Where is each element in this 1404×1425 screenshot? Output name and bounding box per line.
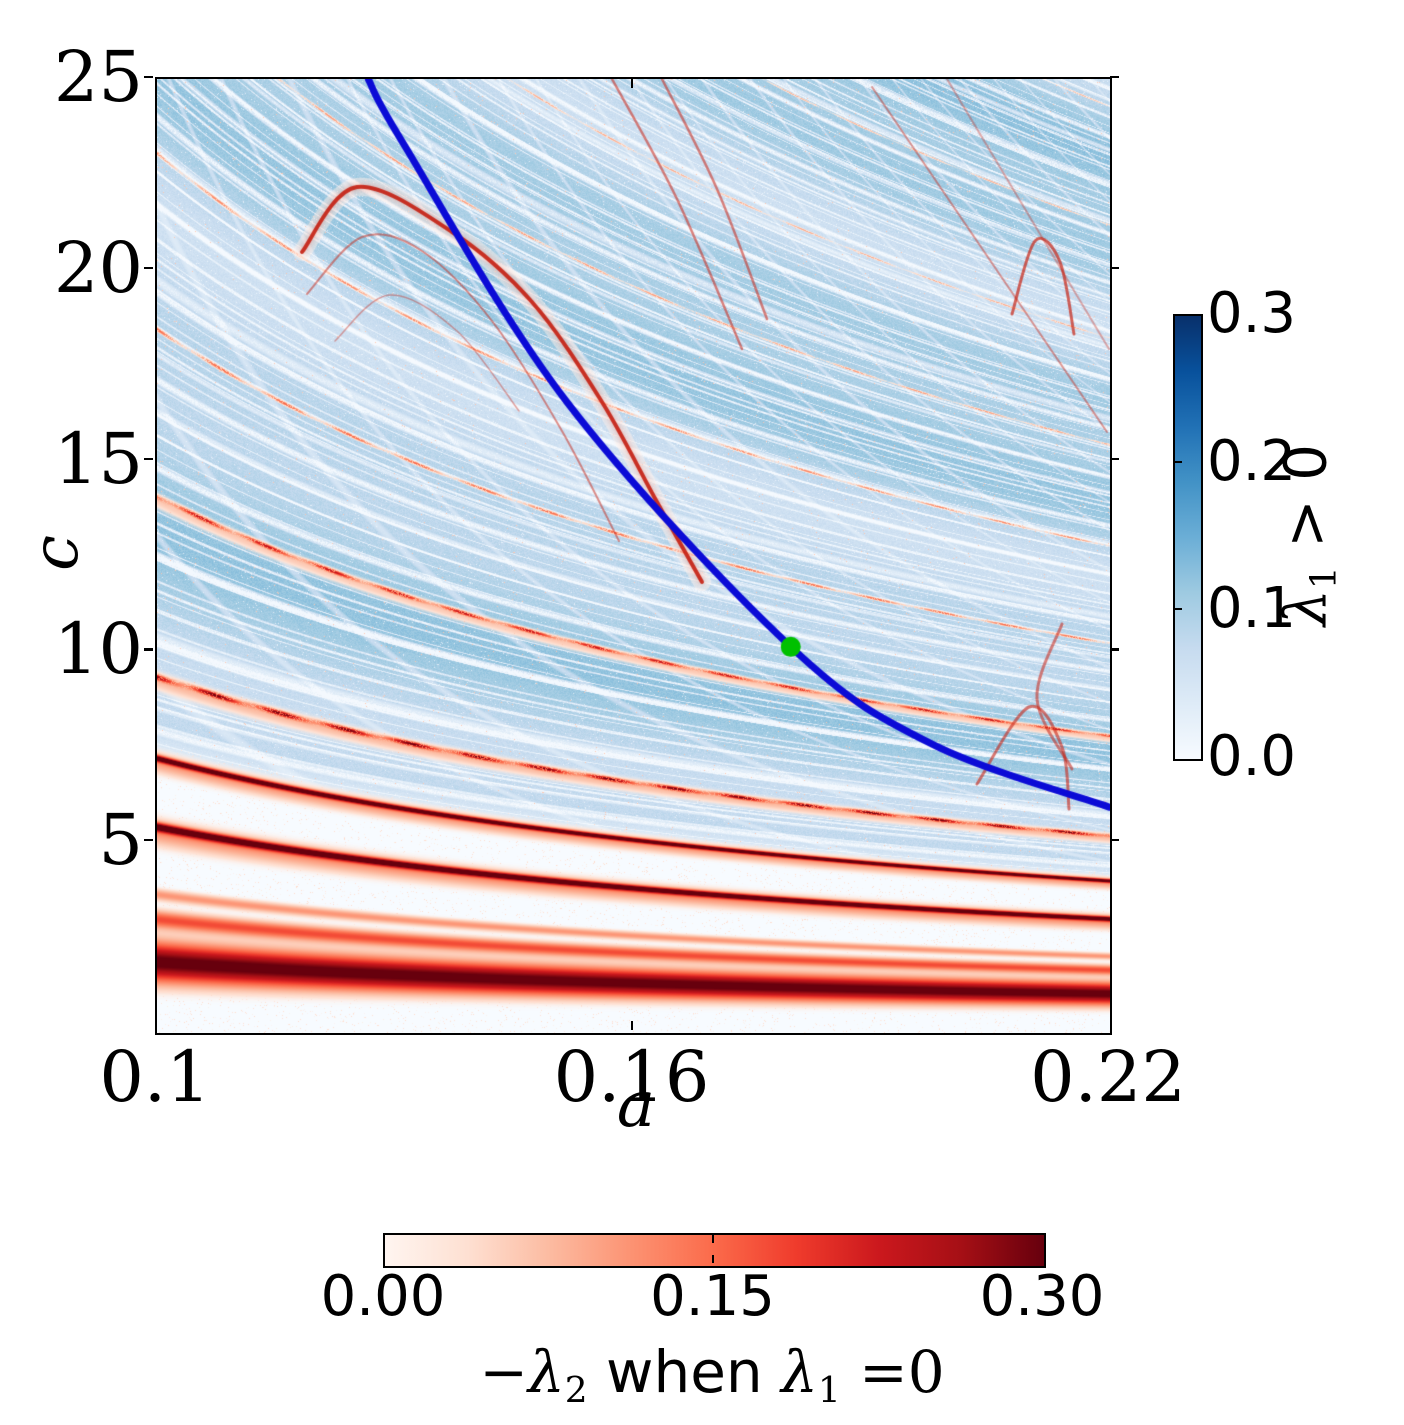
colorbar-lambda1-tick-label: 0.1 <box>1207 576 1297 642</box>
y-tick-mark-right <box>1110 839 1119 842</box>
colorbar-lambda1-tick-label: 0.0 <box>1207 724 1297 789</box>
colorbar-lambda2-label-part: 2 <box>564 1370 588 1412</box>
x-tick-label: 0.1 <box>99 1036 211 1118</box>
colorbar-lambda2-label: −λ2 when λ1 =0 <box>362 1338 1062 1411</box>
y-tick-mark <box>144 839 153 842</box>
y-tick-mark <box>144 76 153 79</box>
colorbar-lambda2-tick-mark <box>711 1255 714 1263</box>
x-axis-label-text: a <box>616 1068 656 1142</box>
colorbar-lambda2-tick-label: 0.00 <box>320 1264 446 1329</box>
colorbar-lambda1-tick-label: 0.3 <box>1207 281 1297 346</box>
y-tick-mark <box>144 457 153 460</box>
x-axis-label: a <box>516 1068 756 1142</box>
x-tick-label: 0.16 <box>553 1036 710 1118</box>
colorbar-lambda1-tick-mark <box>1175 608 1182 611</box>
y-tick-label: 25 <box>53 36 143 118</box>
y-tick-mark-right <box>1110 76 1119 79</box>
colorbar-lambda2-label-part: when <box>587 1338 782 1406</box>
colorbar-lambda2-tick-label: 0.30 <box>979 1264 1105 1329</box>
colorbar-lambda1-label-part: 1 <box>1303 566 1345 590</box>
y-tick-mark-right <box>1110 648 1119 651</box>
colorbar-lambda2 <box>383 1233 1046 1268</box>
y-axis-label-text: c <box>18 535 93 571</box>
x-tick-label: 0.22 <box>1030 1036 1186 1118</box>
x-tick-mark-top <box>630 79 633 88</box>
colorbar-lambda2-label-part: λ <box>527 1338 565 1406</box>
colorbar-lambda1-tick-mark <box>1175 460 1182 463</box>
y-tick-mark-right <box>1110 457 1119 460</box>
y-tick-label: 10 <box>53 608 143 691</box>
colorbar-lambda2-label-part: λ <box>781 1338 818 1406</box>
colorbar-lambda1-tick-label: 0.2 <box>1207 428 1297 494</box>
x-tick-mark <box>630 1021 633 1030</box>
heatmap-plot-area <box>155 77 1112 1035</box>
y-tick-label: 20 <box>53 226 143 309</box>
colorbar-lambda2-label-part: − <box>479 1338 528 1406</box>
colorbar-lambda2-tick-mark <box>711 1235 714 1243</box>
colorbar-lambda2-tick-label: 0.15 <box>650 1264 775 1329</box>
y-tick-mark-right <box>1110 266 1119 269</box>
heatmap-canvas <box>157 79 1110 1033</box>
y-tick-label: 5 <box>98 799 143 882</box>
y-tick-label: 15 <box>53 417 143 500</box>
y-axis-label: c <box>19 535 93 571</box>
colorbar-lambda1 <box>1173 314 1203 761</box>
colorbar-lambda2-label-part: 1 <box>817 1370 841 1412</box>
y-tick-mark <box>144 266 153 269</box>
y-tick-mark <box>144 648 153 651</box>
colorbar-lambda2-label-part: =0 <box>840 1338 945 1406</box>
